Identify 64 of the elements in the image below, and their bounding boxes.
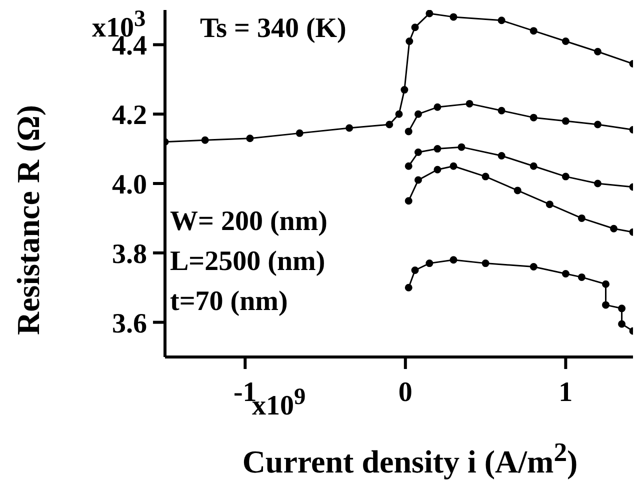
y-tick-label: 3.8 <box>112 238 147 270</box>
point <box>562 172 570 180</box>
point <box>411 266 419 274</box>
point <box>530 27 538 35</box>
annotation: L=2500 (nm) <box>170 245 326 279</box>
annotation: t=70 (nm) <box>170 285 288 319</box>
point <box>201 136 209 144</box>
point <box>246 134 254 142</box>
point <box>404 284 412 292</box>
point <box>426 10 434 18</box>
point <box>562 37 570 45</box>
point <box>466 100 474 108</box>
point <box>618 304 626 312</box>
point <box>450 13 458 21</box>
point <box>450 256 458 264</box>
point <box>414 176 422 184</box>
annotation: Ts = 340 (K) <box>200 12 346 46</box>
point <box>450 162 458 170</box>
point <box>434 145 442 153</box>
point <box>530 263 538 271</box>
point <box>482 260 490 268</box>
point <box>404 197 412 205</box>
point <box>594 180 602 188</box>
point <box>434 166 442 174</box>
y-tick-label: 4.0 <box>112 170 147 200</box>
point <box>562 117 570 125</box>
point <box>404 128 412 136</box>
point <box>346 124 354 132</box>
x-tick-label: 1 <box>558 377 573 408</box>
y-tick-label: 4.2 <box>112 100 147 132</box>
x-tick-label: 0 <box>398 377 412 408</box>
point <box>406 37 414 45</box>
point <box>414 148 422 156</box>
y-axis-title: Resistance R (Ω) <box>9 104 47 338</box>
annotation: W= 200 (nm) <box>170 205 328 239</box>
point <box>395 110 403 118</box>
point <box>400 86 408 94</box>
point <box>482 172 490 180</box>
point <box>458 143 466 151</box>
point <box>404 162 412 170</box>
point <box>426 260 434 268</box>
point <box>594 120 602 128</box>
point <box>514 186 522 194</box>
point <box>296 129 304 137</box>
point <box>602 301 610 309</box>
point <box>498 106 506 114</box>
point <box>578 214 586 222</box>
point <box>610 224 618 232</box>
y-tick-label: 3.6 <box>112 308 147 340</box>
point <box>562 270 570 278</box>
point <box>498 16 506 24</box>
point <box>594 48 602 56</box>
point <box>618 320 626 328</box>
point <box>530 114 538 122</box>
point <box>434 103 442 111</box>
point <box>498 152 506 160</box>
point <box>530 162 538 170</box>
point <box>386 120 394 128</box>
x-axis-title: Current density i (A/m$^{2}$) <box>241 436 579 482</box>
point <box>602 280 610 288</box>
point <box>411 24 419 32</box>
point <box>578 273 586 281</box>
point <box>414 110 422 118</box>
point <box>546 200 554 208</box>
